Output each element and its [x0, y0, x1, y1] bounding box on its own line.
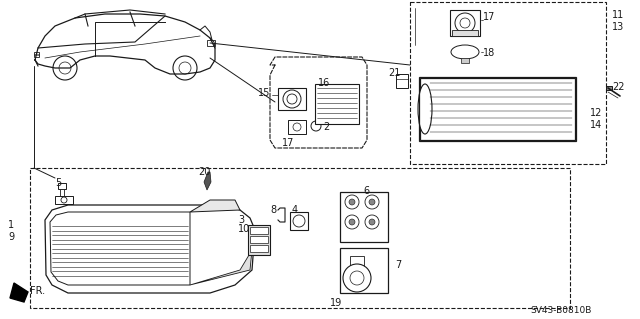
Circle shape [173, 56, 197, 80]
Circle shape [179, 62, 191, 74]
Bar [452, 30, 478, 36]
Text: 18: 18 [483, 48, 495, 58]
Circle shape [283, 90, 301, 108]
Text: 20: 20 [198, 167, 211, 177]
Bar [290, 212, 308, 230]
Circle shape [345, 195, 359, 209]
Bar [278, 88, 306, 110]
Text: 15: 15 [258, 88, 270, 98]
Circle shape [293, 123, 301, 131]
Text: 21: 21 [388, 68, 401, 78]
Bar [60, 189, 64, 199]
Circle shape [293, 215, 305, 227]
Text: 2: 2 [323, 122, 329, 132]
Bar [288, 120, 306, 134]
Bar [410, 2, 606, 164]
Circle shape [365, 195, 379, 209]
Bar [396, 74, 408, 88]
Bar [350, 256, 364, 268]
Polygon shape [50, 212, 190, 285]
Circle shape [455, 13, 475, 33]
Bar [420, 78, 575, 140]
Circle shape [350, 271, 364, 285]
Circle shape [369, 199, 375, 205]
Bar [250, 227, 268, 234]
Circle shape [365, 215, 379, 229]
Bar [207, 40, 215, 46]
Bar [606, 86, 612, 90]
Text: FR.: FR. [30, 286, 45, 296]
Circle shape [59, 62, 71, 74]
Bar [30, 168, 570, 308]
Text: 22: 22 [612, 82, 625, 92]
Circle shape [460, 18, 470, 28]
Ellipse shape [418, 84, 432, 134]
Circle shape [311, 121, 321, 131]
Polygon shape [45, 205, 255, 293]
Circle shape [345, 215, 359, 229]
Text: 17: 17 [483, 12, 495, 22]
Text: 6: 6 [363, 186, 369, 196]
Bar [340, 248, 388, 293]
Bar [55, 196, 73, 204]
Text: 16: 16 [318, 78, 330, 88]
Text: 7: 7 [395, 260, 401, 270]
Bar [450, 10, 480, 36]
Polygon shape [10, 283, 28, 302]
Text: 1
9: 1 9 [8, 220, 14, 241]
Circle shape [349, 199, 355, 205]
Circle shape [53, 56, 77, 80]
Text: 19: 19 [330, 298, 342, 308]
Circle shape [349, 219, 355, 225]
Circle shape [287, 94, 297, 104]
Text: 5: 5 [55, 178, 61, 188]
Text: 10: 10 [238, 224, 250, 234]
Bar [340, 192, 388, 242]
Text: 11
13: 11 13 [612, 10, 624, 32]
Text: 17: 17 [282, 138, 294, 148]
Circle shape [61, 197, 67, 203]
Polygon shape [190, 200, 240, 212]
Text: 3: 3 [238, 215, 244, 225]
Bar [34, 52, 39, 57]
Bar [419, 77, 576, 141]
Bar [250, 245, 268, 252]
Bar [250, 236, 268, 243]
Polygon shape [190, 250, 252, 285]
Bar [461, 58, 469, 63]
Bar [248, 225, 270, 255]
Text: SV43-B0810B: SV43-B0810B [530, 306, 591, 315]
Text: 12
14: 12 14 [590, 108, 602, 130]
Bar [315, 84, 359, 124]
Circle shape [369, 219, 375, 225]
Polygon shape [204, 172, 211, 190]
Ellipse shape [451, 45, 479, 59]
Bar [58, 183, 66, 189]
Circle shape [343, 264, 371, 292]
Text: 8: 8 [270, 205, 276, 215]
Text: 4: 4 [292, 205, 298, 215]
